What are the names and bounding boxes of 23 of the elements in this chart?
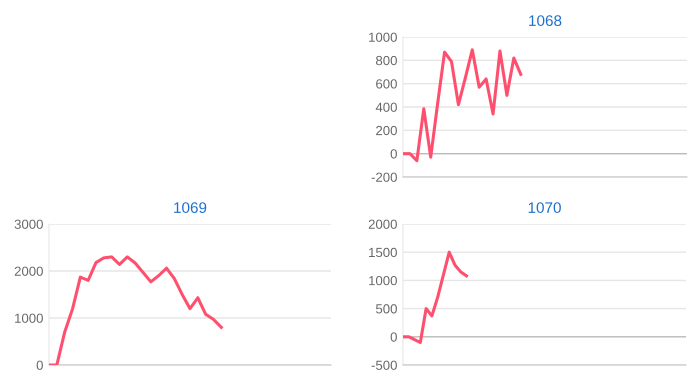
- line-series: [403, 250, 468, 344]
- y-tick-label: 200: [376, 126, 397, 136]
- y-tick-label: 800: [376, 56, 397, 66]
- y-tick-label: 1500: [369, 248, 397, 258]
- line-series: [403, 48, 522, 162]
- y-tick-label: 1000: [369, 32, 397, 42]
- chart-title: 1070: [528, 202, 561, 214]
- y-tick-label: 0: [36, 360, 43, 370]
- y-tick-label: 0: [390, 149, 397, 159]
- line-series: [49, 255, 223, 365]
- y-tick-label: 3000: [14, 220, 43, 229]
- y-tick-label: 1000: [369, 276, 397, 286]
- chart-title: 1069: [174, 202, 206, 214]
- y-tick-label: -200: [372, 172, 397, 182]
- y-tick-label: -500: [372, 360, 397, 370]
- y-tick-label: 500: [376, 304, 397, 314]
- chart-title: 1068: [529, 15, 562, 26]
- y-tick-label: 2000: [368, 220, 397, 229]
- y-tick-label: 1000: [15, 314, 43, 323]
- y-tick-label: 400: [376, 102, 397, 112]
- y-tick-label: 2000: [14, 266, 43, 276]
- y-tick-label: 0: [390, 332, 397, 342]
- y-tick-label: 600: [376, 79, 397, 89]
